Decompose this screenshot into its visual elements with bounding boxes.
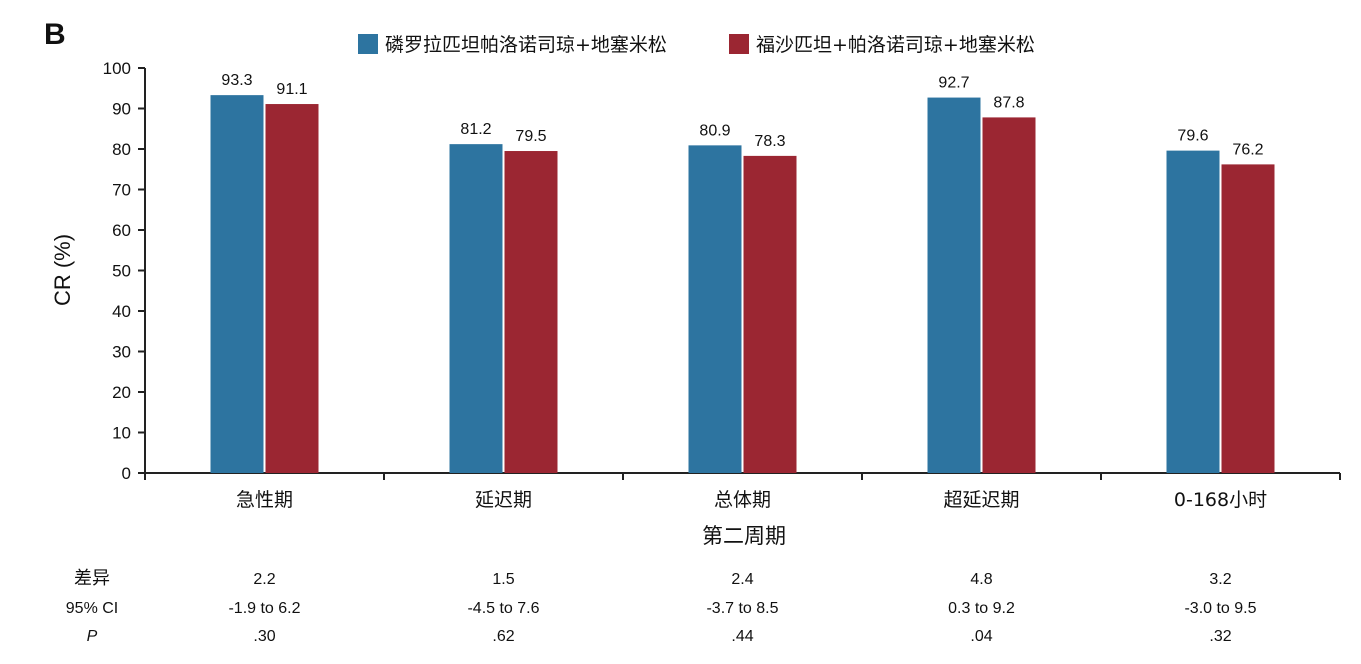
stat-value: -4.5 to 7.6 <box>467 600 539 617</box>
bar-value-label: 79.6 <box>1177 128 1208 145</box>
stat-value: -1.9 to 6.2 <box>228 600 300 617</box>
stat-value: 3.2 <box>1209 571 1231 588</box>
stat-value: .30 <box>253 628 275 645</box>
bar-series-2 <box>265 104 319 474</box>
stat-value: 2.2 <box>253 571 275 588</box>
bar-value-label: 76.2 <box>1232 141 1263 158</box>
legend-swatch-series-1 <box>358 34 378 54</box>
stat-row-label: 差异 <box>74 568 110 589</box>
y-tick-label: 40 <box>112 302 131 321</box>
bar-series-2 <box>504 151 558 473</box>
x-axis-label: 第二周期 <box>702 524 786 548</box>
bar-series-1 <box>1166 150 1220 473</box>
legend-label-series-1: 磷罗拉匹坦帕洛诺司琼+地塞米松 <box>385 34 667 56</box>
bar-series-1 <box>688 145 742 474</box>
bar-value-label: 79.5 <box>515 128 546 145</box>
x-category-label: 急性期 <box>236 489 293 511</box>
bar-value-label: 92.7 <box>938 75 969 92</box>
x-category-label: 0-168小时 <box>1174 489 1267 511</box>
stat-row-label: 95% CI <box>66 600 118 617</box>
stat-value: -3.0 to 9.5 <box>1184 600 1256 617</box>
legend-label-series-2: 福沙匹坦+帕洛诺司琼+地塞米松 <box>756 34 1035 56</box>
bar-series-1 <box>210 95 264 473</box>
stat-value: .44 <box>731 628 753 645</box>
y-axis: 0 10 20 30 40 50 60 70 80 90 100 <box>103 59 146 483</box>
y-tick-label: 30 <box>112 343 131 362</box>
y-tick-label: 60 <box>112 221 131 240</box>
stat-value: .32 <box>1209 628 1231 645</box>
stat-value: -3.7 to 8.5 <box>706 600 778 617</box>
stat-value: 4.8 <box>970 571 992 588</box>
bar-value-label: 80.9 <box>699 122 730 139</box>
category-labels: 急性期 延迟期 总体期 超延迟期 0-168小时 <box>236 489 1267 511</box>
bar-value-label: 81.2 <box>460 121 491 138</box>
panel-label: B <box>44 18 66 51</box>
legend: 磷罗拉匹坦帕洛诺司琼+地塞米松 福沙匹坦+帕洛诺司琼+地塞米松 <box>358 34 1035 56</box>
stat-value: 1.5 <box>492 571 514 588</box>
bars: 93.3 91.1 81.2 79.5 80.9 78.3 92.7 87.8 79.6 76.2 <box>210 72 1275 474</box>
bar-value-label: 93.3 <box>221 72 252 89</box>
stat-value: .04 <box>970 628 992 645</box>
y-tick-label: 90 <box>112 100 131 119</box>
bar-series-2 <box>743 155 797 473</box>
y-tick-label: 20 <box>112 383 131 402</box>
bar-series-1 <box>927 97 981 473</box>
stat-value: 0.3 to 9.2 <box>948 600 1015 617</box>
stat-value: .62 <box>492 628 514 645</box>
bar-value-label: 91.1 <box>276 81 307 98</box>
legend-swatch-series-2 <box>729 34 749 54</box>
y-tick-label: 70 <box>112 181 131 200</box>
y-tick-label: 0 <box>122 464 131 483</box>
y-axis-label: CR (%) <box>50 234 75 306</box>
bar-value-label: 87.8 <box>993 94 1024 111</box>
stat-row-label: P <box>87 628 98 645</box>
x-axis <box>144 472 1341 480</box>
stats-table: 差异 2.2 1.5 2.4 4.8 3.2 95% CI -1.9 to 6.2 -4.5 t… <box>66 568 1257 645</box>
x-category-label: 总体期 <box>714 489 771 511</box>
bar-value-label: 78.3 <box>754 133 785 150</box>
y-tick-label: 100 <box>103 59 131 78</box>
bar-series-1 <box>449 144 503 473</box>
x-category-label: 延迟期 <box>475 489 532 511</box>
stat-value: 2.4 <box>731 571 753 588</box>
bar-series-2 <box>1221 164 1275 473</box>
y-tick-label: 10 <box>112 424 131 443</box>
bar-series-2 <box>982 117 1036 473</box>
x-category-label: 超延迟期 <box>943 489 1019 511</box>
y-tick-label: 80 <box>112 140 131 159</box>
y-tick-label: 50 <box>112 262 131 281</box>
